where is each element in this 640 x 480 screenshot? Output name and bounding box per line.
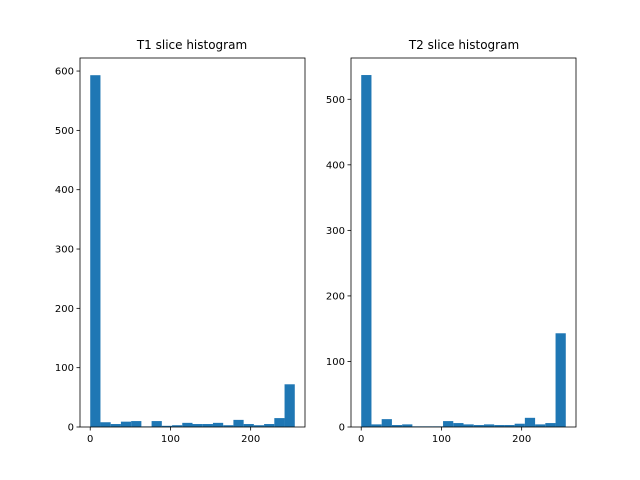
t1-histogram-bar [131,421,142,427]
t2-histogram-bar [524,417,536,427]
t2-x-tick-label: 0 [358,434,364,445]
t2-histogram-bar [504,425,515,427]
t1-y-tick-label: 100 [55,363,74,374]
t1-histogram-bar [202,424,213,427]
t1-y-tick-label: 0 [68,423,74,434]
t1-x-axis-ticks: 0 100 200 [87,427,260,445]
t1-histogram-bar [90,75,101,427]
t2-y-tick-label: 300 [326,226,345,237]
t1-y-tick-label: 200 [55,304,74,315]
t1-histogram-bar [264,424,275,427]
t2-histogram-bar [361,75,372,427]
t2-histogram-bar [391,425,403,427]
t1-x-tick-label: 100 [161,434,180,445]
t1-y-tick-label: 300 [55,245,74,256]
t2-histogram-bar [463,424,474,427]
t1-histogram-panel: T1 slice histogram 0 100 200 0 100 200 300 400… [55,38,306,445]
t1-histogram-bar [151,421,162,427]
t1-histogram-bar [243,424,254,427]
t1-histogram-bar [212,422,224,427]
t2-histogram-bar [371,424,382,427]
t2-y-tick-label: 500 [326,95,345,106]
t1-histogram-bars [90,75,295,427]
t1-x-tick-label: 200 [241,434,260,445]
t2-histogram-bar [483,424,495,427]
t2-x-axis-ticks: 0 100 200 [358,427,531,445]
t2-histogram-bar [535,424,546,427]
t2-histogram-bar [473,425,484,427]
t1-histogram-bar [233,419,244,427]
t2-histogram-panel: T2 slice histogram 0 100 200 0 100 200 300 400… [326,38,577,445]
t1-histogram-bar [172,425,183,427]
t2-histogram-bar [514,423,525,427]
t1-histogram-bar [192,424,203,427]
t2-histogram-bar [545,423,556,427]
t1-histogram-bar [284,384,295,427]
t1-histogram-bar [182,422,193,427]
t1-histogram-bar [110,424,121,427]
t1-histogram-bar [274,418,285,427]
t1-y-tick-label: 400 [55,185,74,196]
t1-axes-frame [79,57,306,428]
t1-y-tick-label: 600 [55,67,74,78]
t1-histogram-bar [253,425,265,427]
t2-y-tick-label: 200 [326,291,345,302]
t2-y-tick-label: 400 [326,160,345,171]
t2-histogram-bar [453,423,464,427]
t2-axes-frame [350,57,577,428]
t2-histogram-title: T2 slice histogram [408,38,519,52]
t2-x-tick-label: 100 [432,434,451,445]
t2-histogram-bar [402,424,413,427]
t1-histogram-bar [120,421,132,427]
t2-histogram-bar [555,333,566,427]
t1-y-tick-label: 500 [55,126,74,137]
t2-y-tick-label: 0 [339,423,345,434]
t1-histogram-bar [100,422,111,427]
t2-histogram-bar [381,419,392,427]
t1-histogram-title: T1 slice histogram [136,38,247,52]
t2-x-tick-label: 200 [512,434,531,445]
t2-histogram-bar [494,425,505,427]
t1-histogram-bar [161,425,173,427]
t2-y-tick-label: 100 [326,357,345,368]
t2-histogram-bar [443,421,454,427]
t2-y-axis-ticks: 0 100 200 300 400 500 [326,95,351,434]
t1-histogram-bar [223,425,234,427]
t1-y-axis-ticks: 0 100 200 300 400 500 600 [55,67,80,434]
t1-x-tick-label: 0 [87,434,93,445]
